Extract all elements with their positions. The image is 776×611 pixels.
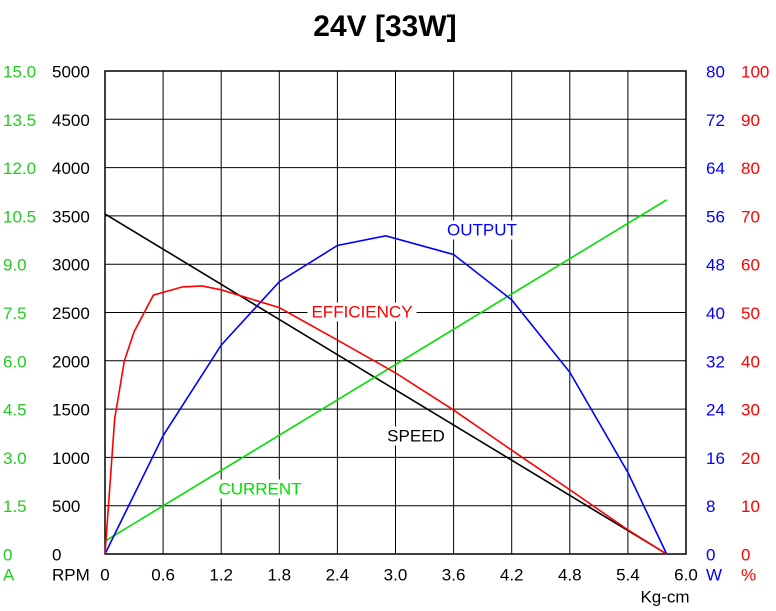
y-tick-label: 40 — [706, 304, 725, 323]
y-tick-label: 5000 — [52, 62, 90, 81]
y-tick-label: 60 — [741, 256, 760, 275]
y-tick-label: 6.0 — [3, 352, 27, 371]
y-tick-label: 9.0 — [3, 256, 27, 275]
y-tick-label: 80 — [706, 62, 725, 81]
series-label: EFFICIENCY — [311, 302, 412, 321]
x-tick-label: 4.2 — [500, 565, 524, 584]
y-tick-label: 10 — [741, 497, 760, 516]
y-tick-label: 2500 — [52, 304, 90, 323]
label-background — [307, 302, 417, 322]
x-tick-label: 3.0 — [384, 565, 408, 584]
y-tick-label: 1.5 — [3, 497, 27, 516]
series-label: OUTPUT — [447, 220, 517, 239]
x-tick-label: 1.8 — [267, 565, 291, 584]
y-tick-label: 0 — [3, 545, 12, 564]
y-tick-label: 48 — [706, 256, 725, 275]
y-tick-label: 30 — [741, 401, 760, 420]
y-tick-label: 4500 — [52, 111, 90, 130]
y-tick-label: 0 — [706, 545, 715, 564]
x-tick-label: 4.8 — [558, 565, 582, 584]
y-tick-label: 90 — [741, 111, 760, 130]
y-tick-label: 7.5 — [3, 304, 27, 323]
y-axis-label: % — [741, 565, 756, 584]
y-tick-label: 15.0 — [3, 62, 36, 81]
series-line — [104, 235, 668, 555]
y-tick-label: 13.5 — [3, 111, 36, 130]
chart-title: 24V [33W] — [313, 10, 456, 43]
label-background — [383, 426, 449, 446]
x-tick-label: 6.0 — [674, 565, 698, 584]
y-tick-label: 3500 — [52, 207, 90, 226]
y-tick-label: 0 — [52, 545, 61, 564]
y-tick-label: 100 — [741, 62, 769, 81]
x-axis-label: Kg-cm — [640, 587, 689, 606]
y-tick-label: 1000 — [52, 449, 90, 468]
y-tick-label: 32 — [706, 352, 725, 371]
x-tick-label: 0 — [100, 565, 109, 584]
y-tick-label: 3000 — [52, 256, 90, 275]
y-tick-label: 10.5 — [3, 207, 36, 226]
y-tick-label: 56 — [706, 207, 725, 226]
series-label: CURRENT — [218, 479, 301, 498]
y-tick-label: 4.5 — [3, 401, 27, 420]
y-tick-label: 12.0 — [3, 159, 36, 178]
y-tick-label: 4000 — [52, 159, 90, 178]
y-tick-label: 2000 — [52, 352, 90, 371]
y-tick-label: 1500 — [52, 401, 90, 420]
y-tick-label: 72 — [706, 111, 725, 130]
x-tick-label: 0.6 — [151, 565, 175, 584]
plot-frame — [104, 70, 687, 555]
label-background — [443, 220, 521, 240]
series-line — [104, 213, 668, 555]
y-tick-label: 20 — [741, 449, 760, 468]
y-tick-label: 3.0 — [3, 449, 27, 468]
y-axis-label: W — [706, 565, 722, 584]
x-tick-label: 3.6 — [442, 565, 466, 584]
y-tick-label: 500 — [52, 497, 80, 516]
y-tick-label: 24 — [706, 401, 725, 420]
y-tick-label: 40 — [741, 352, 760, 371]
x-tick-label: 5.4 — [616, 565, 640, 584]
y-tick-label: 0 — [741, 545, 750, 564]
x-tick-label: 1.2 — [209, 565, 233, 584]
y-axis-label: A — [3, 565, 15, 584]
y-axis-label: RPM — [52, 565, 90, 584]
y-tick-label: 70 — [741, 207, 760, 226]
y-tick-label: 8 — [706, 497, 715, 516]
series-line — [104, 285, 668, 555]
y-tick-label: 64 — [706, 159, 725, 178]
y-tick-label: 16 — [706, 449, 725, 468]
y-tick-label: 50 — [741, 304, 760, 323]
label-background — [214, 479, 306, 499]
x-tick-label: 2.4 — [326, 565, 350, 584]
y-tick-label: 80 — [741, 159, 760, 178]
series-line — [104, 199, 668, 542]
series-label: SPEED — [387, 426, 445, 445]
